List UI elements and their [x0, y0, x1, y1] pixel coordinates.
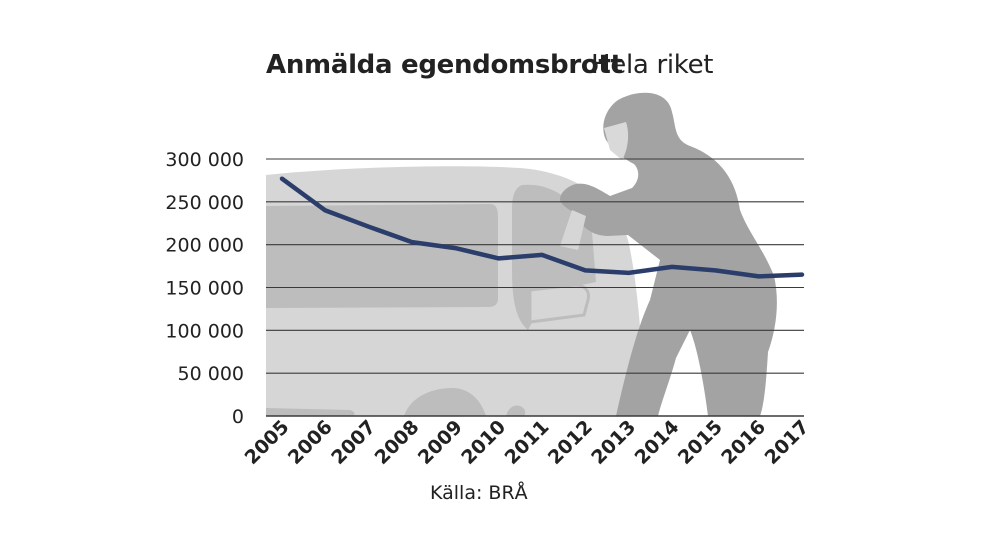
person-hand-tool	[560, 210, 586, 250]
car-mirror	[528, 283, 590, 324]
series-line	[279, 176, 805, 279]
x-tick-label: 2013	[587, 416, 640, 469]
y-tick-label: 250 000	[165, 192, 244, 214]
car-bumper	[266, 408, 355, 416]
x-tick-label: 2005	[241, 416, 294, 469]
x-tick-label: 2008	[371, 416, 424, 469]
x-tick-label: 2014	[631, 416, 684, 469]
x-tick-label: 2017	[761, 416, 814, 469]
y-axis: 0 50 000 100 000 150 000 200 000 250 000 300 0…	[165, 149, 244, 428]
x-tick-label: 2016	[717, 416, 770, 469]
source-note: Källa: BRÅ	[430, 482, 528, 504]
y-tick-label: 0	[232, 406, 244, 428]
car-front-wheel	[506, 405, 526, 416]
x-tick-label: 2012	[544, 416, 597, 469]
x-tick-label: 2007	[327, 416, 380, 469]
y-tick-label: 50 000	[178, 363, 244, 385]
car-rear-window	[266, 204, 498, 308]
person-mask	[604, 122, 629, 160]
x-tick-label: 2010	[457, 416, 510, 469]
chart-subtitle: Hela riket	[591, 50, 714, 80]
x-axis: 2005200620072008200920102011201220132014…	[241, 416, 814, 469]
gridlines	[266, 158, 804, 417]
car-wheel-arch	[404, 388, 486, 416]
person-illustration	[560, 92, 777, 417]
chart-title: Anmälda egendomsbrott	[266, 50, 623, 80]
y-tick-label: 100 000	[165, 320, 244, 342]
y-tick-label: 200 000	[165, 235, 244, 257]
x-tick-label: 2011	[501, 416, 554, 469]
x-tick-label: 2006	[284, 416, 337, 469]
x-tick-label: 2009	[414, 416, 467, 469]
person-silhouette	[560, 92, 777, 417]
y-tick-label: 150 000	[165, 278, 244, 300]
y-tick-label: 300 000	[165, 149, 244, 171]
x-tick-label: 2015	[674, 416, 727, 469]
